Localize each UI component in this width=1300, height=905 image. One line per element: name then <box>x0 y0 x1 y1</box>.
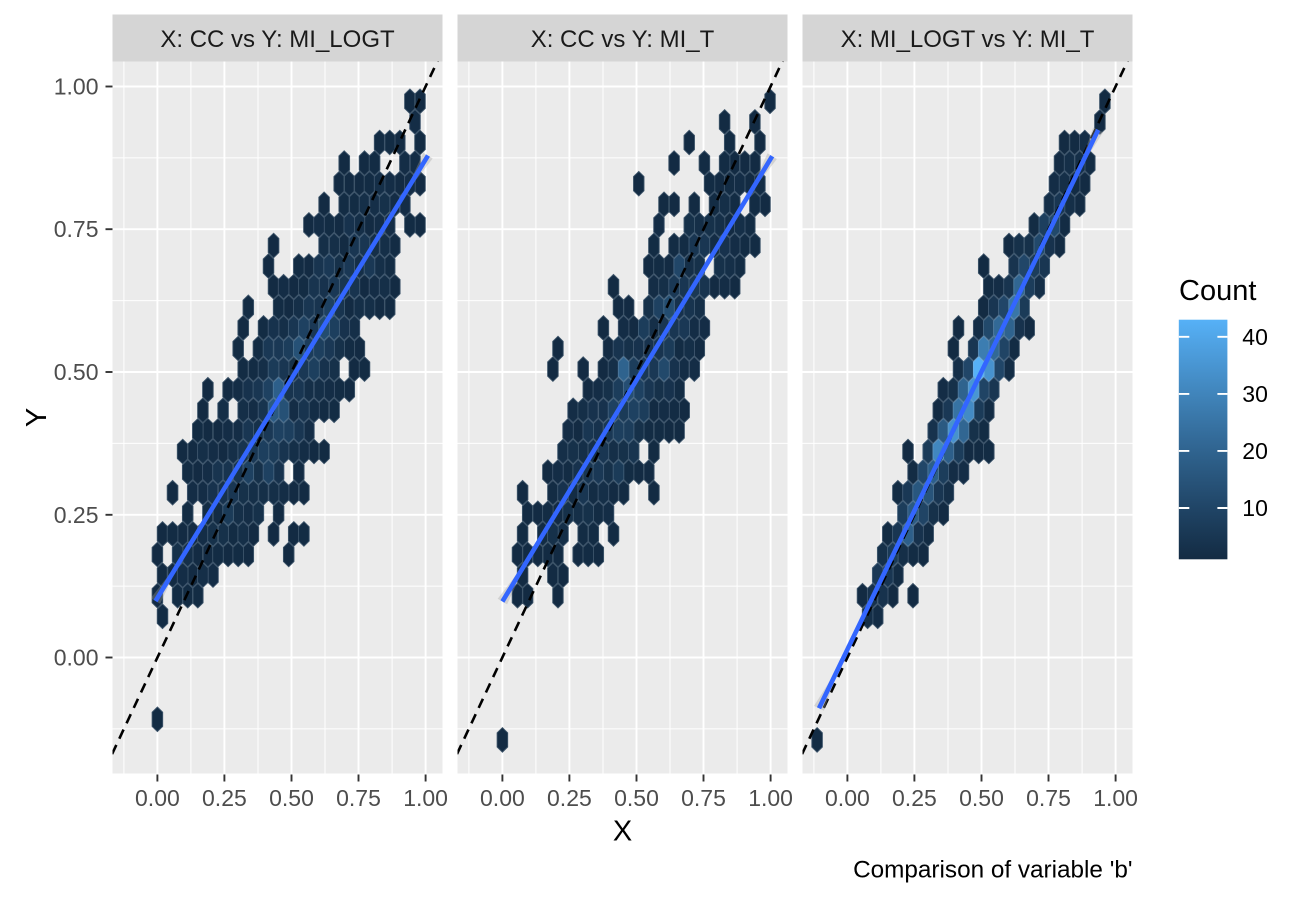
svg-text:X: CC vs Y: MI_T: X: CC vs Y: MI_T <box>531 26 715 53</box>
svg-text:1.00: 1.00 <box>748 785 793 811</box>
svg-text:0.75: 0.75 <box>54 216 99 242</box>
svg-text:0.00: 0.00 <box>480 785 525 811</box>
svg-text:X: CC vs Y: MI_LOGT: X: CC vs Y: MI_LOGT <box>160 26 395 53</box>
svg-text:0.25: 0.25 <box>202 785 247 811</box>
svg-text:30: 30 <box>1242 381 1268 407</box>
svg-text:0.50: 0.50 <box>959 785 1004 811</box>
svg-text:1.00: 1.00 <box>403 785 448 811</box>
svg-text:0.75: 0.75 <box>1026 785 1071 811</box>
svg-text:40: 40 <box>1242 324 1268 350</box>
svg-text:0.00: 0.00 <box>54 645 99 671</box>
svg-text:0.25: 0.25 <box>54 502 99 528</box>
svg-text:Comparison of variable 'b': Comparison of variable 'b' <box>853 857 1132 884</box>
svg-text:Y: Y <box>21 408 53 427</box>
svg-text:0.75: 0.75 <box>681 785 726 811</box>
svg-text:1.00: 1.00 <box>1093 785 1138 811</box>
svg-text:0.25: 0.25 <box>892 785 937 811</box>
svg-text:0.75: 0.75 <box>336 785 381 811</box>
svg-text:0.50: 0.50 <box>54 359 99 385</box>
svg-text:Count: Count <box>1179 275 1256 307</box>
svg-text:20: 20 <box>1242 438 1268 464</box>
svg-text:X: X <box>613 816 632 848</box>
svg-text:0.00: 0.00 <box>135 785 180 811</box>
svg-text:1.00: 1.00 <box>54 74 99 100</box>
svg-text:0.25: 0.25 <box>547 785 592 811</box>
svg-text:10: 10 <box>1242 495 1268 521</box>
svg-text:0.50: 0.50 <box>614 785 659 811</box>
svg-text:0.50: 0.50 <box>269 785 314 811</box>
svg-text:X: MI_LOGT vs Y: MI_T: X: MI_LOGT vs Y: MI_T <box>841 26 1095 53</box>
svg-text:0.00: 0.00 <box>825 785 870 811</box>
